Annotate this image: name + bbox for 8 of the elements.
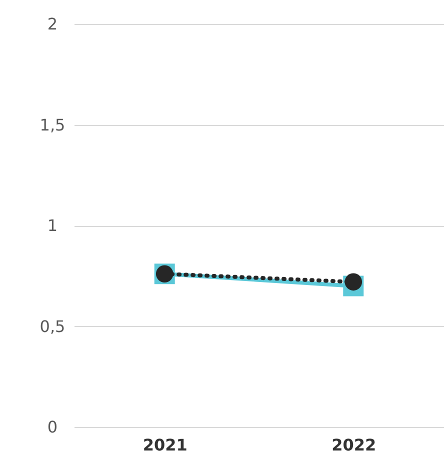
x-tick-label: 2021 — [142, 436, 188, 454]
y-tick-label: 0 — [47, 418, 58, 436]
y-tick-label: 1 — [47, 216, 58, 235]
point — [344, 273, 362, 291]
y-tick-label: 1,5 — [40, 115, 66, 134]
y-tick-label: 0,5 — [40, 316, 66, 336]
y-tick-label: 2 — [47, 14, 58, 34]
x-tick-label: 2022 — [332, 436, 376, 454]
